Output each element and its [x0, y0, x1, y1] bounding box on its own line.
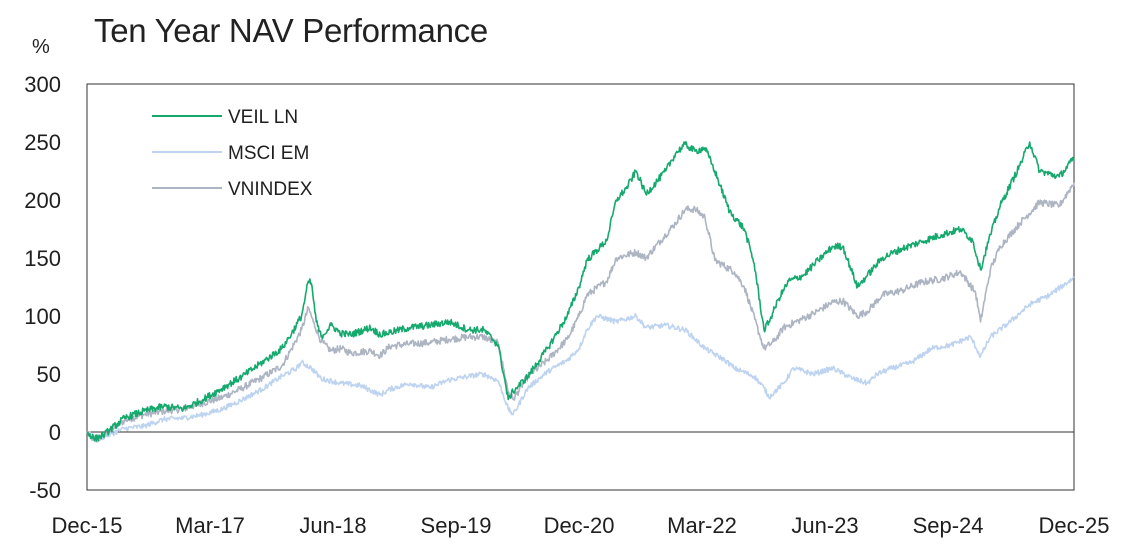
legend-label: VEIL LN — [228, 107, 298, 128]
y-tick-label: -50 — [29, 478, 61, 503]
series-layer — [86, 141, 1075, 443]
x-tick-label: Dec-20 — [544, 513, 615, 538]
y-tick-label: 250 — [24, 130, 61, 155]
y-axis-ticks: -50 0 50 100 150 200 250 300 — [24, 72, 61, 503]
legend-label: VNINDEX — [228, 179, 313, 200]
y-tick-label: 100 — [24, 304, 61, 329]
x-tick-label: Jun-23 — [791, 513, 858, 538]
legend-label: MSCI EM — [228, 143, 309, 164]
y-tick-label: 300 — [24, 72, 61, 97]
x-tick-label: Mar-17 — [175, 513, 245, 538]
series-line-veil-ln — [86, 141, 1075, 442]
chart-title: Ten Year NAV Performance — [94, 12, 488, 49]
legend: VEIL LN MSCI EM VNINDEX — [152, 107, 313, 200]
x-tick-label: Sep-19 — [421, 513, 492, 538]
x-axis-ticks: Dec-15 Mar-17 Jun-18 Sep-19 Dec-20 Mar-22 Jun-… — [52, 513, 1110, 538]
x-tick-label: Dec-25 — [1039, 513, 1110, 538]
x-tick-label: Sep-24 — [913, 513, 984, 538]
x-tick-label: Mar-22 — [667, 513, 737, 538]
y-axis-unit-label: % — [32, 36, 50, 58]
y-tick-label: 150 — [24, 246, 61, 271]
series-line-vnindex — [86, 182, 1075, 443]
plot-area-frame — [86, 83, 1075, 491]
y-tick-label: 50 — [37, 362, 61, 387]
y-tick-label: 200 — [24, 188, 61, 213]
x-tick-label: Dec-15 — [52, 513, 123, 538]
series-line-msci-em — [86, 276, 1075, 442]
x-tick-label: Jun-18 — [299, 513, 366, 538]
y-tick-label: 0 — [49, 420, 61, 445]
